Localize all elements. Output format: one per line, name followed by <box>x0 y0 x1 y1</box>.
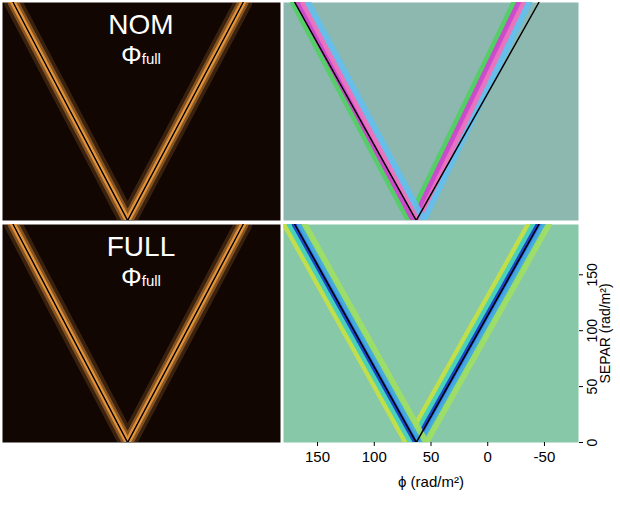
html-text:NOM: NOM <box>108 9 174 40</box>
svg-text:0: 0 <box>484 448 492 465</box>
svg-text:ϕ (rad/m²): ϕ (rad/m²) <box>398 473 464 490</box>
svg-text:100: 100 <box>362 448 387 465</box>
svg-text:-50: -50 <box>534 448 556 465</box>
svg-text:150: 150 <box>305 448 330 465</box>
svg-text:50: 50 <box>584 379 600 395</box>
svg-text:SEPAR (rad/m²): SEPAR (rad/m²) <box>596 283 613 384</box>
html-text:FULL: FULL <box>106 231 176 262</box>
svg-text:150: 150 <box>584 263 600 287</box>
html-text:Φfull: Φfull <box>121 261 161 292</box>
svg-text:0: 0 <box>584 438 600 446</box>
html-text:Φfull: Φfull <box>121 39 161 70</box>
svg-text:50: 50 <box>423 448 440 465</box>
svg-text:100: 100 <box>584 319 600 343</box>
